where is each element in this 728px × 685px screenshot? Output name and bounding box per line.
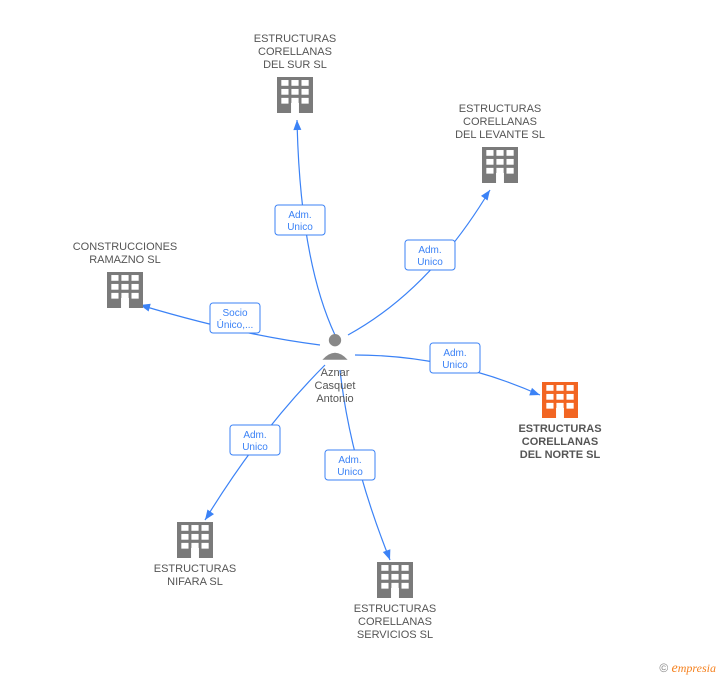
node-label: CORELLANAS xyxy=(522,436,598,448)
edge-label-text: Unico xyxy=(242,442,268,453)
node-label: CORELLANAS xyxy=(463,116,537,128)
node-label: ESTRUCTURAS xyxy=(254,33,337,45)
node-label: CORELLANAS xyxy=(258,46,332,58)
person-label: Casquet xyxy=(315,380,356,392)
node-label: ESTRUCTURAS xyxy=(354,603,437,615)
node-label: CONSTRUCCIONES xyxy=(73,241,178,253)
node-label: RAMAZNO SL xyxy=(89,254,161,266)
edge-label-text: Adm. xyxy=(288,210,311,221)
edge-label-text: Adm. xyxy=(243,430,266,441)
node-label: CORELLANAS xyxy=(358,616,432,628)
edge-levante: Adm.Unico xyxy=(348,188,493,335)
node-levante: ESTRUCTURASCORELLANASDEL LEVANTE SL xyxy=(455,103,545,183)
edge-label-text: Unico xyxy=(337,467,363,478)
edge-label-text: Único,... xyxy=(217,318,254,331)
edge-label-text: Adm. xyxy=(338,455,361,466)
node-label: ESTRUCTURAS xyxy=(518,423,601,435)
edge-ramazno: SocioÚnico,... xyxy=(139,301,320,345)
network-diagram: Adm.UnicoAdm.UnicoSocioÚnico,...Adm.Unic… xyxy=(0,0,728,685)
node-person-center: AznarCasquetAntonio xyxy=(315,334,356,405)
node-sur: ESTRUCTURASCORELLANASDEL SUR SL xyxy=(254,33,337,113)
node-ramazno: CONSTRUCCIONESRAMAZNO SL xyxy=(73,241,178,308)
node-label: ESTRUCTURAS xyxy=(154,563,237,575)
edge-label-text: Unico xyxy=(287,222,313,233)
edge-label-text: Unico xyxy=(442,360,468,371)
edge-norte: Adm.Unico xyxy=(355,343,541,399)
person-label: Antonio xyxy=(316,393,353,405)
edge-label-text: Socio xyxy=(222,308,247,319)
node-nifara: ESTRUCTURASNIFARA SL xyxy=(154,522,237,588)
edge-label-text: Unico xyxy=(417,257,443,268)
copyright-symbol: © xyxy=(659,661,668,675)
copyright: © empresia xyxy=(659,661,716,677)
node-label: DEL NORTE SL xyxy=(520,449,601,461)
edge-nifara: Adm.Unico xyxy=(202,365,325,522)
node-label: DEL LEVANTE SL xyxy=(455,129,545,141)
node-servicios: ESTRUCTURASCORELLANASSERVICIOS SL xyxy=(354,562,437,641)
node-label: ESTRUCTURAS xyxy=(459,103,542,115)
node-label: NIFARA SL xyxy=(167,576,223,588)
node-label: SERVICIOS SL xyxy=(357,629,433,641)
edge-label-text: Adm. xyxy=(443,348,466,359)
nodes-layer: ESTRUCTURASCORELLANASDEL SUR SLESTRUCTUR… xyxy=(73,33,602,641)
edge-sur: Adm.Unico xyxy=(275,120,335,335)
node-label: DEL SUR SL xyxy=(263,59,327,71)
person-label: Aznar xyxy=(321,367,350,379)
brand-rest: mpresia xyxy=(678,661,716,675)
edge-label-text: Adm. xyxy=(418,245,441,256)
